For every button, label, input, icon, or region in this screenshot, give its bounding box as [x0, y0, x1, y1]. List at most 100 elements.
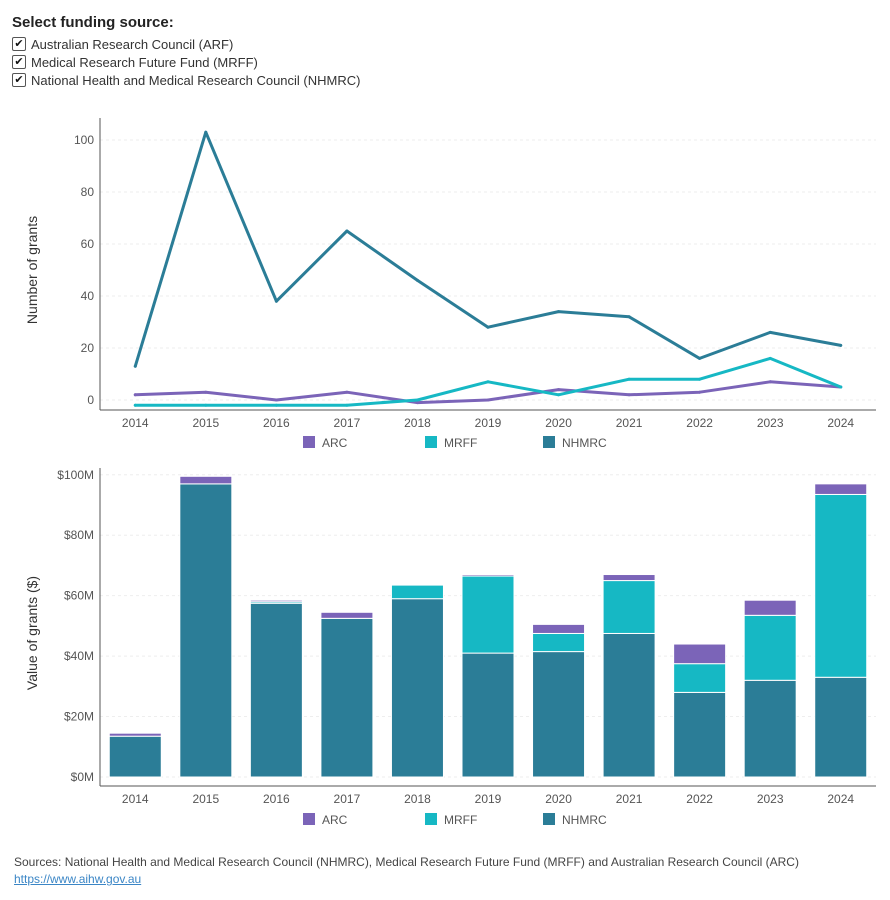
- bar-segment-arc: [108, 732, 162, 737]
- legend-label-mrff: MRFF: [444, 436, 477, 450]
- data-point: [839, 385, 843, 389]
- bar-segment-nhmrc: [673, 691, 727, 778]
- bar-segment-nhmrc: [814, 676, 868, 778]
- filter-option-label: Medical Research Future Fund (MRFF): [31, 54, 258, 70]
- x-tick-label: 2024: [827, 792, 854, 806]
- bar-segment-mrff: [461, 575, 515, 654]
- x-tick-label: 2015: [192, 792, 219, 806]
- data-point: [345, 229, 349, 233]
- data-point: [274, 403, 278, 407]
- data-point: [204, 390, 208, 394]
- x-tick-label: 2021: [616, 416, 643, 430]
- y-axis-title: Number of grants: [24, 216, 40, 324]
- filter-option-arc[interactable]: ✔ Australian Research Council (ARF): [12, 35, 360, 53]
- aihw-link[interactable]: https://www.aihw.gov.au: [14, 872, 142, 886]
- data-point: [133, 393, 137, 397]
- x-tick-label: 2024: [827, 416, 854, 430]
- y-tick-label: $80M: [64, 528, 94, 542]
- checkbox-checked-icon[interactable]: ✔: [12, 73, 26, 87]
- bar-segment-mrff: [602, 580, 656, 634]
- sources-footer: Sources: National Health and Medical Res…: [14, 855, 799, 886]
- x-tick-label: 2018: [404, 416, 431, 430]
- filter-option-label: Australian Research Council (ARF): [31, 36, 234, 52]
- y-tick-label: 60: [81, 237, 95, 251]
- data-point: [133, 403, 137, 407]
- filter-option-nhmrc[interactable]: ✔ National Health and Medical Research C…: [12, 71, 360, 89]
- funding-source-filter: Select funding source: ✔ Australian Rese…: [12, 14, 360, 89]
- x-tick-label: 2021: [616, 792, 643, 806]
- x-tick-label: 2014: [122, 416, 149, 430]
- data-point: [415, 278, 419, 282]
- x-tick-label: 2015: [192, 416, 219, 430]
- legend-label-arc: ARC: [322, 436, 348, 450]
- bar-segment-nhmrc: [249, 602, 303, 778]
- grants-count-line-chart: 0 20 40 60 80 100 2014 2015 2016 2017 2018 2019 2020…: [24, 118, 876, 450]
- data-point: [133, 364, 137, 368]
- bar-segment-arc: [743, 599, 797, 616]
- data-point: [415, 401, 419, 405]
- data-point: [274, 398, 278, 402]
- x-tick-label: 2018: [404, 792, 431, 806]
- data-point: [486, 325, 490, 329]
- legend-swatch-nhmrc: [543, 813, 555, 825]
- checkbox-checked-icon[interactable]: ✔: [12, 55, 26, 69]
- legend-label-mrff: MRFF: [444, 813, 477, 827]
- legend-swatch-arc: [303, 813, 315, 825]
- bar-segment-mrff: [532, 632, 586, 653]
- filter-option-mrff[interactable]: ✔ Medical Research Future Fund (MRFF): [12, 53, 360, 71]
- x-tick-label: 2023: [757, 416, 784, 430]
- bar-segment-nhmrc: [743, 679, 797, 778]
- y-tick-label: 80: [81, 185, 95, 199]
- bar-segment-arc: [461, 574, 515, 577]
- bar-segment-arc: [814, 483, 868, 495]
- x-tick-label: 2014: [122, 792, 149, 806]
- x-tick-label: 2020: [545, 416, 572, 430]
- bar-segment-mrff: [390, 584, 444, 600]
- y-tick-label: $40M: [64, 649, 94, 663]
- y-tick-label: $0M: [71, 770, 94, 784]
- legend-label-arc: ARC: [322, 813, 348, 827]
- y-tick-label: $100M: [57, 468, 94, 482]
- bar-segment-arc: [673, 643, 727, 665]
- y-tick-label: 100: [74, 133, 94, 147]
- legend-label-nhmrc: NHMRC: [562, 813, 607, 827]
- y-tick-label: $60M: [64, 589, 94, 603]
- x-tick-label: 2022: [686, 416, 713, 430]
- bar-segment-mrff: [814, 493, 868, 678]
- data-point: [768, 356, 772, 360]
- x-tick-label: 2023: [757, 792, 784, 806]
- x-tick-label: 2017: [334, 792, 361, 806]
- y-tick-label: 0: [87, 393, 94, 407]
- filter-title: Select funding source:: [12, 14, 174, 31]
- data-point: [557, 310, 561, 314]
- bar-segment-arc: [532, 623, 586, 634]
- y-tick-label: $20M: [64, 710, 94, 724]
- grants-value-bar-chart: $0M $20M $40M $60M $80M $100M 2014 2015 2016 2017…: [24, 468, 876, 827]
- data-point: [768, 330, 772, 334]
- bar-segment-arc: [320, 611, 374, 619]
- data-point: [627, 377, 631, 381]
- sources-text: Sources: National Health and Medical Res…: [14, 855, 799, 869]
- x-tick-label: 2016: [263, 416, 290, 430]
- data-point: [627, 315, 631, 319]
- legend-label-nhmrc: NHMRC: [562, 436, 607, 450]
- data-point: [486, 398, 490, 402]
- bar-segment-arc: [249, 599, 303, 603]
- series-line-nhmrc: [133, 130, 843, 368]
- data-point: [345, 390, 349, 394]
- x-tick-label: 2016: [263, 792, 290, 806]
- bar-segment-arc: [602, 574, 656, 582]
- data-point: [839, 343, 843, 347]
- bar-segment-mrff: [673, 663, 727, 693]
- x-tick-label: 2020: [545, 792, 572, 806]
- x-tick-label: 2019: [475, 416, 502, 430]
- checkbox-checked-icon[interactable]: ✔: [12, 37, 26, 51]
- bar-segment-nhmrc: [532, 651, 586, 778]
- y-axis-title: Value of grants ($): [24, 576, 40, 690]
- data-point: [274, 299, 278, 303]
- legend-swatch-nhmrc: [543, 436, 555, 448]
- data-point: [415, 398, 419, 402]
- data-point: [768, 380, 772, 384]
- x-tick-label: 2022: [686, 792, 713, 806]
- x-tick-label: 2019: [475, 792, 502, 806]
